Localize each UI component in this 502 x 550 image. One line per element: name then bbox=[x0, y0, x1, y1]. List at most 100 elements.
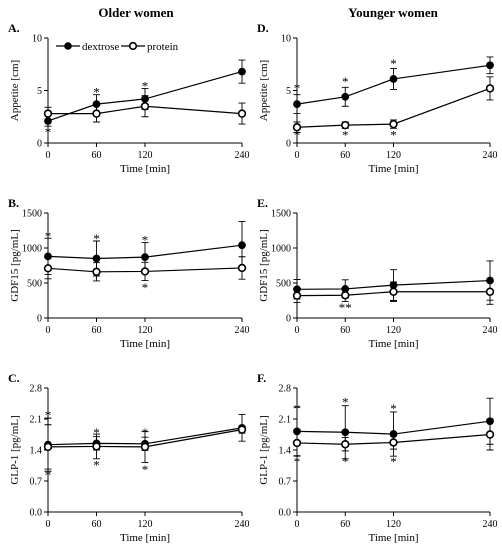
data-point bbox=[341, 291, 350, 300]
data-point bbox=[341, 440, 350, 449]
significance-marker: * bbox=[390, 56, 397, 71]
y-tick-label: 500 bbox=[27, 279, 42, 290]
data-point bbox=[341, 92, 350, 101]
legend-dextrose-marker bbox=[64, 42, 72, 50]
significance-marker: * bbox=[390, 128, 397, 143]
column-title-older: Older women bbox=[98, 5, 174, 20]
x-axis-label: Time [min] bbox=[368, 163, 418, 175]
y-tick-label: 1000 bbox=[22, 244, 42, 255]
series-line bbox=[296, 433, 491, 445]
y-tick-label: 0 bbox=[286, 139, 291, 150]
series-line bbox=[47, 267, 243, 273]
y-tick-label: 5 bbox=[286, 86, 291, 97]
panel-label: D. bbox=[257, 21, 269, 35]
significance-marker: ** bbox=[339, 300, 352, 315]
x-tick-label: 240 bbox=[483, 519, 498, 530]
data-point bbox=[485, 430, 495, 439]
data-point bbox=[292, 291, 302, 300]
series-line bbox=[47, 244, 243, 260]
series-line bbox=[296, 420, 491, 435]
x-tick-label: 240 bbox=[483, 325, 498, 336]
series-line bbox=[296, 279, 491, 290]
panel-c: 0.0 0.7 1.4 2.1 2.8 0 60 120 240 Time [min] GLP-1 … bbox=[8, 371, 250, 544]
panel-label: C. bbox=[8, 371, 20, 385]
y-tick-label: 0 bbox=[286, 314, 291, 325]
series-protein bbox=[43, 95, 247, 125]
x-axis-label: Time [min] bbox=[120, 338, 170, 350]
x-tick-label: 0 bbox=[295, 150, 300, 161]
y-tick-label: 2.8 bbox=[279, 384, 292, 395]
y-tick-label: 0 bbox=[37, 139, 42, 150]
series-protein bbox=[43, 424, 247, 470]
legend-dextrose-label: dextrose bbox=[82, 41, 119, 53]
data-point bbox=[238, 67, 246, 76]
panel-f: 0.0 0.7 1.4 2.1 2.8 0 60 120 240 Time [min] GLP-1 … bbox=[257, 371, 498, 544]
data-point bbox=[140, 102, 150, 111]
significance-marker: * bbox=[93, 425, 100, 440]
panel-d: 0 5 10 0 60 120 240 Time [min] Appetite [cm] D. * *… bbox=[257, 21, 498, 175]
x-tick-label: 0 bbox=[46, 150, 51, 161]
column-title-younger: Younger women bbox=[348, 5, 438, 20]
series-line bbox=[47, 429, 243, 448]
panel-label: F. bbox=[257, 371, 266, 385]
y-tick-label: 1500 bbox=[271, 209, 291, 220]
y-axis-label: Appetite [cm] bbox=[9, 60, 21, 121]
x-tick-label: 120 bbox=[386, 519, 401, 530]
x-axis-label: Time [min] bbox=[120, 163, 170, 175]
data-point bbox=[485, 287, 495, 296]
x-tick-label: 240 bbox=[235, 150, 250, 161]
y-tick-label: 2.1 bbox=[30, 415, 43, 426]
series-protein bbox=[292, 278, 495, 305]
y-tick-label: 2.8 bbox=[30, 384, 43, 395]
x-axis-label: Time [min] bbox=[368, 532, 418, 544]
significance-marker: * bbox=[142, 425, 149, 440]
x-tick-label: 240 bbox=[235, 325, 250, 336]
panel-e: 0 500 1000 1500 0 60 120 240 Time [min] GDF15 [pg… bbox=[257, 196, 498, 350]
panel-label: E. bbox=[257, 196, 268, 210]
data-point bbox=[92, 267, 101, 276]
data-point bbox=[389, 287, 398, 296]
significance-marker: * bbox=[93, 85, 100, 100]
significance-marker: * bbox=[390, 454, 397, 469]
significance-marker: * bbox=[142, 233, 149, 248]
legend-protein-label: protein bbox=[147, 41, 179, 53]
significance-marker: * bbox=[342, 74, 349, 89]
significance-marker: * bbox=[342, 394, 349, 409]
y-tick-label: 0 bbox=[37, 314, 42, 325]
data-point bbox=[43, 442, 53, 452]
x-tick-label: 120 bbox=[386, 325, 401, 336]
x-tick-label: 0 bbox=[46, 519, 51, 530]
significance-marker: * bbox=[93, 458, 100, 473]
significance-marker: * bbox=[342, 128, 349, 143]
y-tick-label: 0.7 bbox=[30, 477, 43, 488]
data-point bbox=[237, 263, 247, 273]
series-line bbox=[296, 291, 490, 297]
data-point bbox=[293, 100, 301, 109]
data-point bbox=[292, 438, 302, 448]
significance-marker: * bbox=[45, 124, 52, 139]
series-protein bbox=[292, 418, 495, 457]
data-point bbox=[92, 254, 101, 263]
significance-marker: * bbox=[45, 408, 52, 423]
data-point bbox=[140, 442, 150, 452]
y-tick-label: 10 bbox=[32, 34, 42, 45]
data-point bbox=[238, 241, 246, 250]
data-point bbox=[141, 253, 149, 262]
y-axis-label: GLP-1 [pg/mL] bbox=[9, 415, 21, 484]
data-point bbox=[237, 109, 247, 118]
x-tick-label: 60 bbox=[92, 150, 102, 161]
x-tick-label: 0 bbox=[46, 325, 51, 336]
series-line bbox=[47, 71, 243, 122]
series-line bbox=[296, 64, 491, 105]
x-axis-label: Time [min] bbox=[368, 338, 418, 350]
y-tick-label: 10 bbox=[281, 34, 291, 45]
data-point bbox=[43, 264, 53, 273]
y-tick-label: 5 bbox=[37, 86, 42, 97]
data-point bbox=[389, 438, 398, 447]
y-tick-label: 1.4 bbox=[279, 446, 292, 457]
series-line bbox=[296, 87, 491, 128]
data-point bbox=[389, 119, 398, 129]
y-axis-label: GDF15 [pg/mL] bbox=[9, 229, 21, 301]
y-tick-label: 2.1 bbox=[279, 415, 292, 426]
y-tick-label: 1500 bbox=[22, 209, 42, 220]
